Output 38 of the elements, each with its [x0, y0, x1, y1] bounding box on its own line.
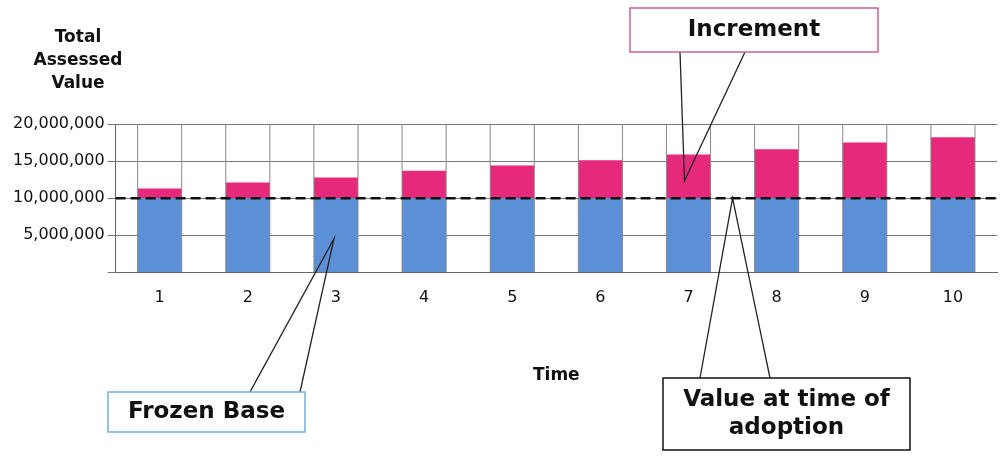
x-tick-label: 10 [942, 287, 964, 307]
x-tick-label: 4 [419, 287, 430, 307]
bar [402, 170, 447, 199]
x-tick-label: 9 [859, 287, 870, 307]
bar [578, 198, 623, 272]
bar [313, 177, 358, 199]
text: Frozen Base [127, 396, 286, 423]
x-tick-label: 3 [330, 287, 342, 307]
x-tick-label: 8 [771, 287, 782, 307]
bar [930, 198, 975, 272]
x-axis-title: Time [532, 364, 580, 385]
y-tick-label: 10,000,000 [13, 187, 105, 207]
x-tick-label: 5 [507, 287, 518, 307]
y-axis-title: Total Assessed Value [33, 26, 123, 93]
bar [490, 165, 535, 199]
text: Value at time of adoption [683, 384, 891, 439]
y-tick-label: 5,000,000 [23, 224, 105, 244]
bar [754, 198, 799, 272]
x-tick-label: 2 [242, 287, 253, 307]
y-tick-label: 15,000,000 [13, 150, 105, 170]
bar [137, 198, 182, 272]
bar [930, 137, 975, 199]
x-tick-label: 1 [154, 287, 165, 307]
bar [225, 182, 270, 199]
x-tick-label: 7 [683, 287, 694, 307]
bar [666, 198, 711, 272]
bar [842, 198, 887, 272]
bar [666, 154, 711, 199]
bar [490, 198, 535, 272]
bar [402, 198, 447, 272]
bar [578, 160, 623, 199]
text: Increment [687, 14, 821, 41]
bar [754, 149, 799, 199]
bar [313, 198, 358, 272]
x-tick-label: 6 [595, 287, 606, 307]
bar [225, 198, 270, 272]
y-tick-label: 20,000,000 [13, 113, 105, 133]
bar [842, 142, 887, 199]
